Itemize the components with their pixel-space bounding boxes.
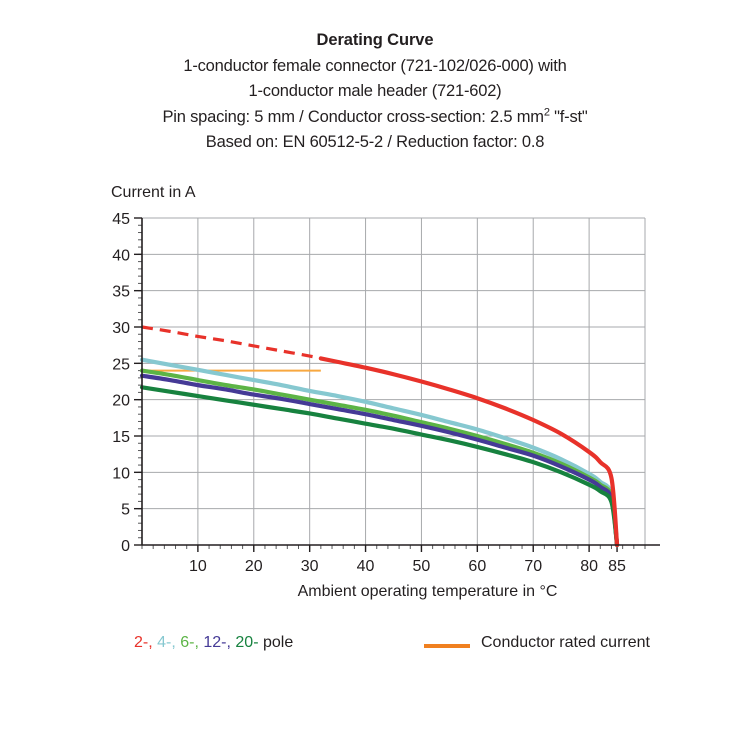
legend-separator: ,	[148, 634, 158, 651]
y-tick-label: 25	[112, 356, 130, 373]
x-tick-label: 30	[301, 558, 319, 575]
legend-pole-20: 20-	[235, 634, 259, 651]
chart-subtitle-line-4: Based on: EN 60512-5-2 / Reduction facto…	[205, 133, 545, 152]
chart-subtitle-line-3: Pin spacing: 5 mm / Conductor cross-sect…	[0, 105, 750, 131]
legend-pole-12: 12-	[203, 634, 227, 651]
derating-chart: 0 5 10 15 20 25 30 35 40 45 10 20 30 40 50 60 70 80 85	[112, 211, 660, 575]
legend-pole-4: 4-	[157, 634, 172, 651]
chart-subtitle-line-1: 1-conductor female connector (721-102/02…	[183, 56, 567, 75]
axis-lines	[141, 218, 660, 546]
x-tick-label: 70	[524, 558, 542, 575]
pin-spacing-text: Pin spacing: 5 mm / Conductor cross-sect…	[162, 107, 544, 126]
chart-title-block: Derating Curve 1-conductor female connec…	[0, 28, 750, 156]
series-line-12-pole	[139, 373, 620, 548]
x-tick-label: 60	[468, 558, 486, 575]
y-tick-label: 5	[121, 502, 130, 519]
x-tick-label: 85	[608, 558, 626, 575]
x-tick-label: 10	[189, 558, 207, 575]
y-tick-label: 15	[112, 429, 130, 446]
x-tick-label: 80	[580, 558, 598, 575]
legend-rated-current-label: Conductor rated current	[481, 634, 650, 651]
legend-separator: ,	[194, 634, 204, 651]
x-tick-label: 50	[413, 558, 431, 575]
legend-separator: ,	[226, 634, 236, 651]
f-st-text: "f-st"	[549, 107, 588, 126]
x-tick-label: 40	[357, 558, 375, 575]
legend-pole-2: 2-	[134, 634, 149, 651]
series-lines	[139, 325, 620, 548]
y-tick-label: 0	[121, 538, 130, 555]
legend-rated-current-swatch	[424, 644, 470, 648]
y-tick-label: 35	[112, 284, 130, 301]
series-line-2-pole-dashed	[141, 325, 322, 360]
y-tick-label: 40	[112, 247, 130, 264]
grid-lines	[142, 217, 646, 545]
x-tick-label: 20	[245, 558, 263, 575]
y-tick-label: 30	[112, 320, 130, 337]
chart-title: Derating Curve	[316, 31, 434, 49]
series-line-20-pole	[139, 385, 620, 548]
y-tick-label: 45	[112, 211, 130, 228]
y-tick-label: 20	[112, 393, 130, 410]
series-line-4-pole	[139, 357, 620, 548]
legend-poles-suffix: pole	[262, 634, 294, 651]
legend-poles: 2-, 4-, 6-, 12-, 20- pole	[134, 634, 293, 652]
y-axis-title: Current in A	[111, 184, 196, 201]
axis-ticks	[134, 217, 646, 552]
legend-separator: ,	[171, 634, 181, 651]
x-axis-title: Ambient operating temperature in °C	[297, 583, 558, 600]
y-tick-label: 10	[112, 465, 130, 482]
chart-legend: 2-, 4-, 6-, 12-, 20- pole Conductor rate…	[0, 634, 750, 664]
tick-labels: 0 5 10 15 20 25 30 35 40 45 10 20 30 40 50 60 70 80 85	[112, 211, 626, 575]
chart-subtitle-line-2: 1-conductor male header (721-602)	[248, 82, 502, 101]
cross-section-exponent: 2	[543, 106, 550, 119]
legend-pole-6: 6-	[180, 634, 195, 651]
series-line-2-pole	[318, 356, 620, 548]
